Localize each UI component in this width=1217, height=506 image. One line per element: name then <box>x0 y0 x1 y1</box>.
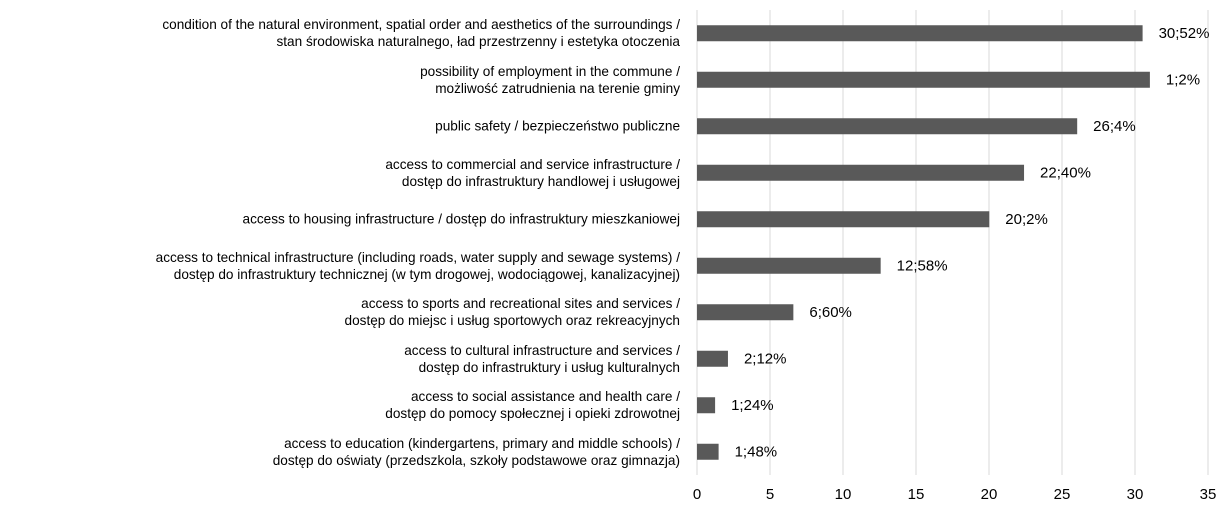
x-tick-label: 0 <box>693 486 701 503</box>
value-label: 1;48% <box>735 444 778 461</box>
y-tick-label: access to education (kindergartens, prim… <box>272 435 680 468</box>
value-label: 2;12% <box>744 351 787 368</box>
bar <box>697 118 1078 135</box>
value-label: 26;4% <box>1093 118 1136 135</box>
x-tick-label: 20 <box>981 486 998 503</box>
bar <box>697 304 794 321</box>
value-label: 6;60% <box>809 304 852 321</box>
y-tick-label: access to housing infrastructure / dostę… <box>242 211 680 227</box>
bar <box>697 257 881 274</box>
x-tick-label: 15 <box>908 486 925 503</box>
y-tick-label: access to sports and recreational sites … <box>344 296 680 329</box>
bar <box>697 350 728 367</box>
y-tick-label: condition of the natural environment, sp… <box>162 17 680 50</box>
bar <box>697 443 719 460</box>
y-tick-label: possibility of employment in the commune… <box>420 63 680 96</box>
y-tick-label: access to technical infrastructure (incl… <box>155 249 680 282</box>
x-tick-label: 5 <box>766 486 774 503</box>
bar <box>697 164 1025 181</box>
x-tick-label: 30 <box>1127 486 1144 503</box>
bar <box>697 25 1143 42</box>
value-label: 1;24% <box>731 397 774 414</box>
value-label: 12;58% <box>897 258 948 275</box>
value-label: 1;2% <box>1166 72 1200 89</box>
value-label: 22;40% <box>1040 165 1091 182</box>
y-tick-label: access to commercial and service infrast… <box>385 156 680 189</box>
value-label: 30;52% <box>1159 25 1210 42</box>
value-label: 20;2% <box>1005 211 1048 228</box>
bar <box>697 71 1150 88</box>
x-tick-label: 35 <box>1200 486 1217 503</box>
bar <box>697 211 990 228</box>
y-tick-label: public safety / bezpieczeństwo publiczne <box>435 118 680 134</box>
x-tick-label: 25 <box>1054 486 1071 503</box>
y-tick-label: access to cultural infrastructure and se… <box>404 342 680 375</box>
x-tick-label: 10 <box>835 486 852 503</box>
y-tick-label: access to social assistance and health c… <box>385 389 680 422</box>
bar <box>697 397 716 414</box>
